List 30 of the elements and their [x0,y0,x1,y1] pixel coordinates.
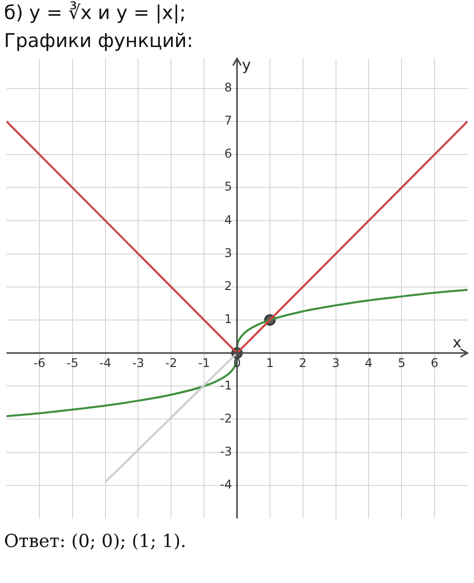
y-tick-label: 2 [224,278,232,293]
x-axis-title: x [452,333,462,352]
y-tick-label: -2 [220,411,232,426]
y-tick-label: -1 [220,378,232,392]
x-tick-label: 6 [430,356,438,370]
x-tick-label: -5 [66,356,78,370]
y-tick-label: 5 [224,180,232,194]
x-tick-label: -2 [165,356,178,370]
x-tick-label: 5 [398,356,406,370]
y-tick-label: 4 [224,212,232,227]
y-tick-label: 1 [224,312,232,326]
text: Ответ: (0; 0); (1; 1). [3,530,188,552]
x-tick-label: -4 [99,356,112,370]
x-tick-label: 2 [299,356,307,370]
y-axis-title: y [242,56,251,74]
x-tick-label: -3 [132,356,144,370]
y-tick-label: 3 [224,246,232,260]
x-tick-label: 3 [332,356,340,370]
chart-subtitle: Графики функций: [3,29,194,52]
y-tick-label: -3 [220,444,232,458]
x-tick-label: -6 [33,356,46,370]
y-tick-label: 8 [224,80,232,94]
x-tick-label: 4 [364,356,373,370]
chart-title: б) y = ∛x и y = |x|; [3,0,187,24]
x-tick-label: -1 [198,356,210,370]
x-tick-label: 1 [266,356,274,370]
y-tick-label: -4 [220,478,232,492]
y-tick-label: 7 [224,114,232,128]
x-tick-label: 0 [233,356,241,370]
y-tick-label: 6 [224,146,232,161]
